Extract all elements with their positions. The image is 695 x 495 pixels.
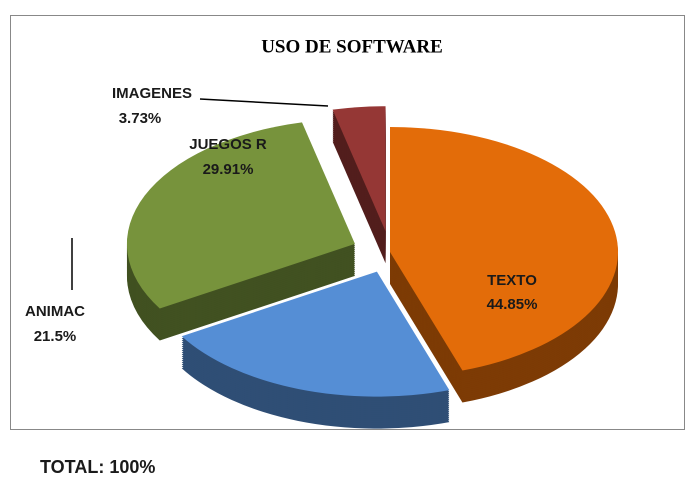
slice-label: JUEGOS R [189,136,267,153]
slice-value-label: 29.91% [203,161,254,178]
slice-label: TEXTO [487,272,537,289]
slice [126,122,355,309]
slice-value-label: 3.73% [119,110,162,127]
slice [390,127,618,371]
slice-label: ANIMAC [25,303,85,320]
pie [126,106,619,429]
slice [181,271,450,397]
leader-line [199,98,329,107]
chart-title: USO DE SOFTWARE [261,36,443,57]
slice [332,106,386,232]
slice-label: IMAGENES [112,85,192,102]
slice-value-label: 44.85% [487,296,538,313]
slice-value-label: 21.5% [34,328,77,345]
pie-tops [126,106,618,397]
total-annotation: TOTAL: 100% [40,457,155,477]
